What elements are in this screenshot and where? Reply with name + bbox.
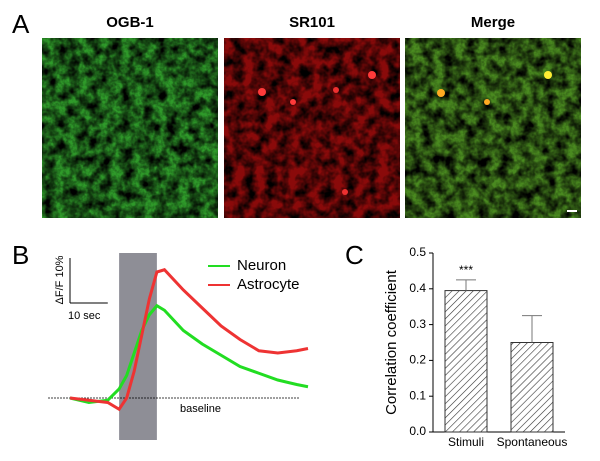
bar — [510, 342, 554, 433]
trace — [69, 268, 309, 412]
image-sr101 — [224, 38, 400, 218]
image-label: SR101 — [289, 14, 335, 31]
panel-letter: B — [12, 240, 29, 270]
trace — [69, 303, 309, 405]
y-tick-label: 0.0 — [409, 424, 426, 438]
panel-letter: A — [12, 9, 30, 39]
legend-label: Neuron — [237, 257, 286, 274]
image-merge — [405, 38, 581, 218]
bar — [444, 290, 488, 433]
legend-label: Astrocyte — [237, 276, 300, 293]
scale-bar-y-label: ΔF/F 10% — [54, 255, 66, 304]
y-axis-label: Correlation coefficient — [383, 269, 400, 415]
x-tick-label: Stimuli — [448, 435, 484, 449]
baseline-label: baseline — [180, 403, 221, 415]
panel-letter: C — [345, 240, 364, 270]
chart-c: C 0.0 0.1 0.2 0.3 0.4 0.5 Correlation coefficie… — [345, 240, 567, 449]
y-tick-label: 0.4 — [409, 281, 426, 295]
y-tick-label: 0.2 — [409, 353, 426, 367]
y-tick-label: 0.5 — [409, 245, 426, 259]
y-tick-label: 0.3 — [409, 317, 426, 331]
image-ogb1 — [42, 38, 218, 218]
annotation: *** — [459, 263, 473, 277]
x-tick-label: Spontaneous — [497, 435, 568, 449]
scale-bar-x-label: 10 sec — [68, 310, 101, 322]
image-label: Merge — [471, 14, 515, 31]
image-label: OGB-1 — [106, 14, 154, 31]
y-tick-label: 0.1 — [409, 388, 426, 402]
